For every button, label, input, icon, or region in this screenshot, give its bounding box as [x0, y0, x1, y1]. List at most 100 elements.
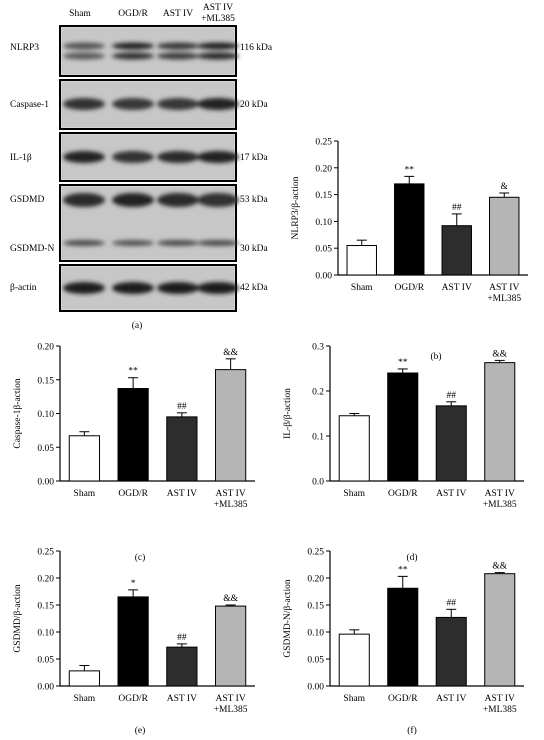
y-tick-label: 0.25	[37, 548, 54, 558]
protein-label-bactin: β-actin	[10, 283, 37, 293]
lane-label-astiv-ml385-line1: AST IV	[203, 3, 233, 13]
blot-band	[197, 151, 239, 163]
blot-band	[157, 240, 199, 246]
blot-band	[112, 151, 154, 163]
bar	[338, 633, 370, 687]
bar	[435, 616, 467, 687]
bar	[484, 573, 516, 687]
kda-label: 20 kDa	[240, 100, 268, 110]
blot-band	[197, 52, 239, 60]
y-tick-label: 0.25	[315, 138, 332, 148]
y-tick-label: 0.0	[312, 478, 324, 488]
blot-band	[197, 42, 239, 50]
blot-band	[112, 98, 154, 110]
blot-band-group	[63, 282, 239, 294]
y-tick-label: 0.00	[37, 478, 54, 488]
kda-label: 42 kDa	[240, 283, 268, 293]
protein-label-gsdmd: GSDMD	[10, 195, 44, 205]
y-axis-label: NLRP3/β-action	[291, 176, 301, 239]
lane-label-ogdr: OGD/R	[118, 9, 148, 19]
bar	[435, 405, 467, 482]
blot-band	[157, 98, 199, 110]
bar-charts: 0.00 0.05 0.10 0.15 0.20 0.25 NLRP3/β-action Sh…	[13, 138, 528, 736]
y-tick-label: 0.1	[312, 433, 324, 443]
blot-band	[157, 193, 199, 207]
kda-label: 17 kDa	[240, 153, 268, 163]
category-label: +ML385	[483, 705, 517, 715]
category-label: +ML385	[214, 500, 248, 510]
significance-label: &	[501, 182, 509, 192]
category-label: Sham	[343, 694, 365, 704]
blot-band	[157, 52, 199, 60]
y-tick-label: 0.00	[307, 683, 324, 693]
significance-label: **	[405, 165, 415, 175]
y-tick-label: 0.20	[37, 343, 54, 353]
blot-band	[63, 42, 105, 50]
blot-band-group	[63, 151, 239, 163]
bar	[68, 435, 100, 482]
y-tick-label: 0.05	[307, 656, 324, 666]
category-label: AST IV	[485, 694, 515, 704]
y-tick-label: 0.05	[37, 444, 54, 454]
blot-band	[63, 98, 105, 110]
category-label: +ML385	[487, 294, 521, 304]
bar	[484, 362, 516, 482]
y-tick-label: 0.00	[315, 272, 332, 282]
chart-0: 0.00 0.05 0.10 0.15 0.20 0.25 NLRP3/β-action Sh…	[291, 138, 528, 362]
significance-label: ##	[177, 633, 187, 643]
blot-band	[112, 193, 154, 207]
significance-label: &&	[223, 594, 238, 604]
panel-label: (f)	[407, 725, 417, 736]
significance-label: ##	[177, 402, 187, 412]
lane-label-astiv: AST IV	[163, 9, 193, 19]
kda-label: 116 kDa	[240, 43, 273, 53]
bar	[387, 372, 419, 482]
bar	[166, 646, 198, 687]
y-tick-label: 0.05	[37, 656, 54, 666]
category-label: AST IV	[216, 489, 246, 499]
bar	[346, 245, 377, 276]
category-label: AST IV	[442, 283, 472, 293]
panel-label: (b)	[430, 351, 441, 362]
blot-band	[112, 52, 154, 60]
blot-band	[197, 240, 239, 246]
y-tick-label: 0.20	[37, 575, 54, 585]
bar	[387, 587, 419, 687]
y-tick-label: 0.15	[37, 376, 54, 386]
y-tick-label: 0.20	[307, 575, 324, 585]
blot-band-group	[63, 98, 239, 110]
bar	[215, 605, 247, 687]
y-tick-label: 0.20	[315, 164, 332, 174]
category-label: OGD/R	[118, 694, 148, 704]
blot-band	[63, 52, 105, 60]
blot-band-group	[63, 42, 239, 60]
blot-band	[157, 151, 199, 163]
protein-label-gsdmdn: GSDMD-N	[10, 244, 54, 254]
blot-background	[62, 28, 234, 74]
bar	[338, 415, 370, 482]
y-tick-label: 0.15	[315, 191, 332, 201]
category-label: Sham	[343, 489, 365, 499]
blot-band	[157, 282, 199, 294]
blot-band	[112, 282, 154, 294]
bar	[215, 369, 247, 482]
y-tick-label: 0.05	[315, 245, 332, 255]
kda-label: 53 kDa	[240, 195, 268, 205]
significance-label: ##	[452, 203, 462, 213]
y-tick-label: 0.10	[37, 410, 54, 420]
y-axis-label: IL-β/β-action	[283, 388, 293, 439]
category-label: AST IV	[489, 283, 519, 293]
category-label: AST IV	[485, 489, 515, 499]
bar	[68, 670, 100, 687]
blot-band	[112, 240, 154, 246]
blot-band	[197, 98, 239, 110]
significance-label: &&	[492, 349, 507, 359]
lane-label-sham: Sham	[69, 9, 91, 19]
kda-label: 30 kDa	[240, 244, 268, 254]
y-axis-label: Caspase-1β-action	[13, 378, 23, 449]
significance-label: **	[398, 565, 408, 575]
bar	[117, 388, 149, 482]
significance-label: **	[398, 358, 408, 368]
